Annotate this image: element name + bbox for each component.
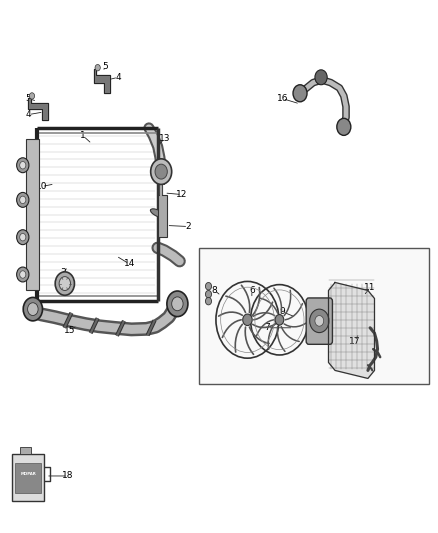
Bar: [20, 447, 31, 454]
Bar: [199, 248, 429, 384]
Bar: [26, 139, 39, 290]
Circle shape: [59, 277, 71, 290]
Circle shape: [310, 309, 329, 333]
FancyBboxPatch shape: [306, 298, 332, 344]
Text: 17: 17: [349, 337, 360, 345]
Text: 4: 4: [26, 110, 31, 119]
Text: 15: 15: [64, 326, 76, 335]
Circle shape: [167, 291, 188, 317]
Text: 4: 4: [116, 73, 121, 82]
Text: 3: 3: [60, 269, 67, 277]
Text: 5: 5: [25, 94, 32, 103]
Circle shape: [20, 271, 26, 278]
Text: 11: 11: [364, 284, 376, 292]
Circle shape: [95, 64, 100, 71]
Text: 2: 2: [186, 222, 191, 231]
Circle shape: [293, 85, 307, 102]
Circle shape: [17, 158, 29, 173]
Circle shape: [29, 93, 35, 99]
Circle shape: [315, 316, 324, 326]
Polygon shape: [28, 98, 48, 120]
Text: 12: 12: [176, 190, 187, 199]
Circle shape: [151, 159, 172, 184]
Circle shape: [20, 161, 26, 169]
Text: 16: 16: [277, 94, 288, 103]
Circle shape: [28, 303, 38, 316]
Circle shape: [337, 118, 351, 135]
Circle shape: [275, 314, 284, 325]
Text: 13: 13: [159, 134, 170, 143]
Polygon shape: [328, 282, 374, 378]
Circle shape: [205, 297, 212, 305]
Circle shape: [55, 272, 74, 295]
Bar: [158, 195, 167, 237]
Circle shape: [243, 314, 252, 326]
Circle shape: [23, 297, 42, 321]
Circle shape: [20, 233, 26, 241]
Text: MOPAR: MOPAR: [20, 472, 36, 476]
Circle shape: [155, 164, 167, 179]
Text: 5: 5: [102, 62, 108, 71]
Bar: [15, 463, 41, 493]
Text: 7: 7: [264, 324, 270, 332]
Bar: [157, 180, 164, 184]
Circle shape: [17, 230, 29, 245]
Circle shape: [17, 267, 29, 282]
Text: 14: 14: [124, 260, 135, 268]
Text: 10: 10: [36, 182, 47, 191]
Bar: [12, 454, 44, 501]
Text: 8: 8: [212, 286, 218, 295]
Text: 9: 9: [279, 308, 286, 316]
Text: 6: 6: [249, 286, 255, 295]
Circle shape: [205, 282, 212, 290]
Circle shape: [20, 196, 26, 204]
Text: 1: 1: [80, 132, 86, 140]
Circle shape: [205, 290, 212, 298]
Circle shape: [172, 297, 183, 311]
Text: 18: 18: [62, 472, 74, 480]
Circle shape: [315, 70, 327, 85]
Polygon shape: [94, 69, 110, 93]
Circle shape: [17, 192, 29, 207]
Ellipse shape: [150, 209, 165, 217]
